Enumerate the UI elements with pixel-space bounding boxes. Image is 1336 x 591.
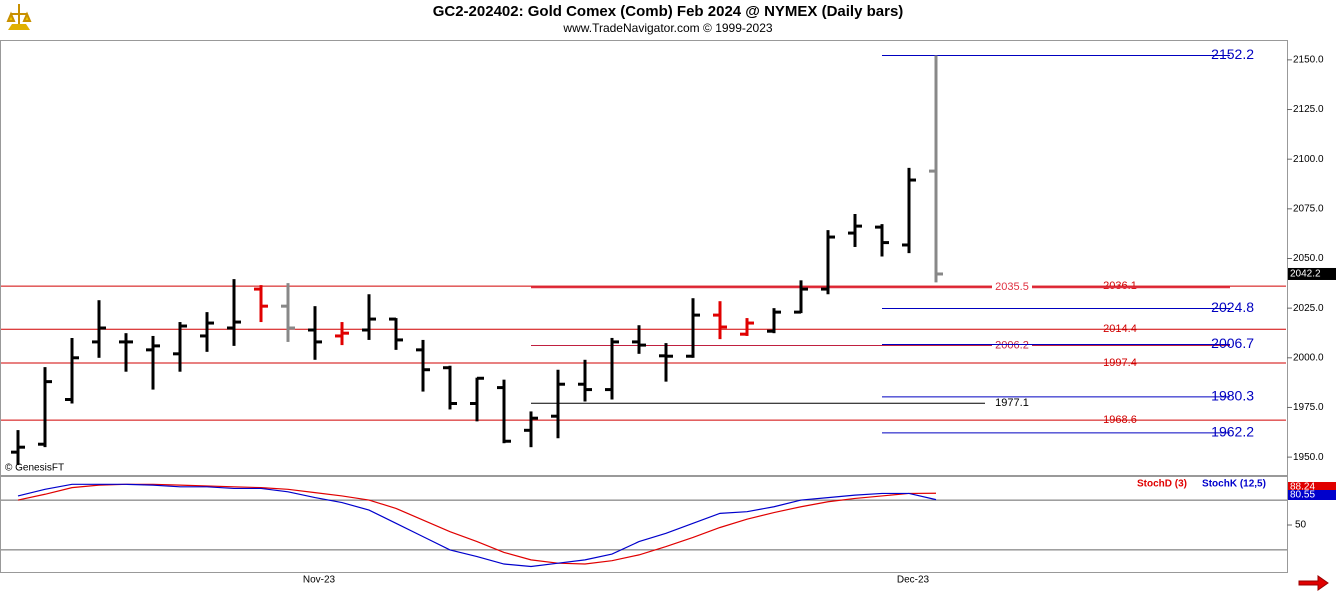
level-label: 2024.8 xyxy=(1211,299,1254,315)
x-tick-label: Dec-23 xyxy=(897,575,930,586)
scroll-arrow[interactable] xyxy=(1298,575,1329,591)
y-tick-label: 2000.0 xyxy=(1293,352,1324,363)
level-label: 2035.5 xyxy=(995,281,1029,293)
y-tick-label: 2100.0 xyxy=(1293,154,1324,165)
y-tick-label: 2125.0 xyxy=(1293,104,1324,115)
last-price-box xyxy=(1288,267,1336,280)
y-tick-label: 50 xyxy=(1295,520,1307,531)
level-label: 1968.6 xyxy=(1103,414,1137,426)
y-tick-label: 1975.0 xyxy=(1293,402,1324,413)
level-label: 1977.1 xyxy=(995,397,1029,409)
x-tick-label: Nov-23 xyxy=(303,575,336,586)
level-label: 1997.4 xyxy=(1103,357,1137,369)
level-label: 1962.2 xyxy=(1211,424,1254,440)
y-tick-label: 1950.0 xyxy=(1293,452,1324,463)
level-label: 2014.4 xyxy=(1103,323,1137,335)
last-price: 2042.2 xyxy=(1290,269,1321,280)
stoch-line xyxy=(17,483,937,565)
y-tick-label: 2050.0 xyxy=(1293,253,1324,264)
y-tick-label: 2025.0 xyxy=(1293,303,1324,314)
chart-title: GC2-202402: Gold Comex (Comb) Feb 2024 @… xyxy=(433,3,904,20)
y-tick-label: 2075.0 xyxy=(1293,203,1324,214)
stoch-line xyxy=(17,483,937,568)
level-label: 2152.2 xyxy=(1211,46,1254,62)
last-value-box xyxy=(1288,482,1336,492)
annotation: © GenesisFT xyxy=(5,463,64,474)
logo xyxy=(6,4,32,30)
legend-entry: StochD (3) xyxy=(1137,479,1187,490)
legend-entry: StochK (12,5) xyxy=(1202,479,1266,490)
level-label-bg xyxy=(992,281,1032,294)
level-label-bg xyxy=(992,397,1032,410)
level-label-bg xyxy=(992,339,1032,352)
level-label: 2036.1 xyxy=(1103,280,1137,292)
y-tick-label: 2150.0 xyxy=(1293,55,1324,66)
level-label: 2006.7 xyxy=(1211,335,1254,351)
level-label: 1980.3 xyxy=(1211,388,1254,404)
level-label: 2006.2 xyxy=(995,339,1029,351)
last-value-box xyxy=(1288,490,1336,500)
last-value: 80.55 xyxy=(1290,490,1315,501)
last-value: 88.24 xyxy=(1290,482,1315,493)
chart-subtitle: www.TradeNavigator.com © 1999-2023 xyxy=(562,21,772,35)
